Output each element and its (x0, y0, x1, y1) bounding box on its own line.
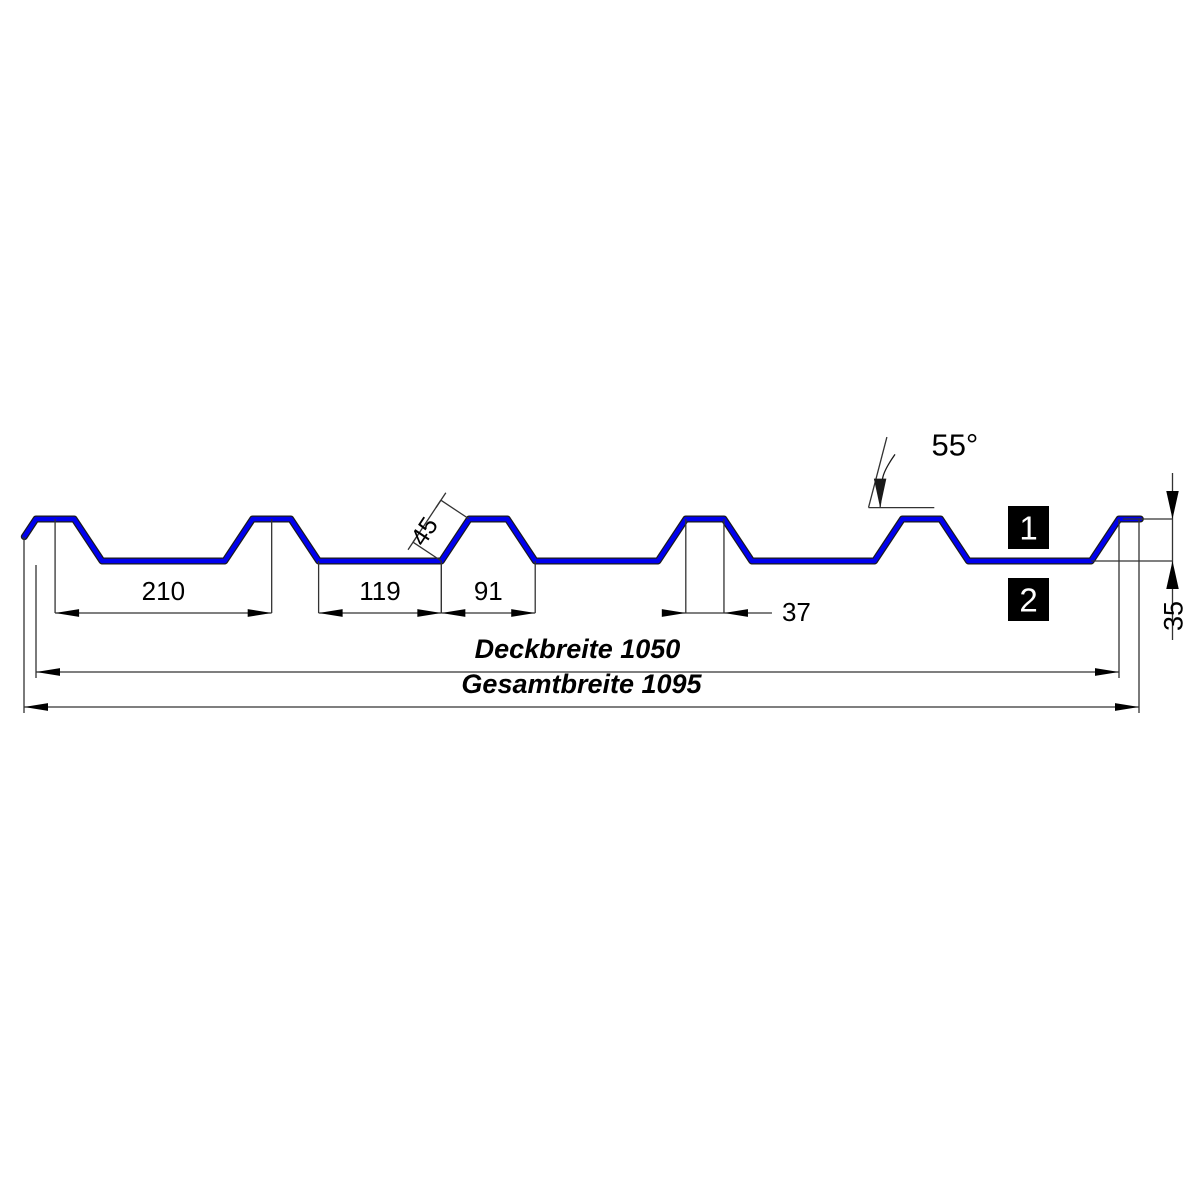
svg-text:91: 91 (474, 576, 503, 606)
svg-text:119: 119 (359, 576, 400, 606)
svg-text:35: 35 (1159, 601, 1189, 631)
svg-text:210: 210 (142, 576, 185, 606)
svg-text:Deckbreite 1050: Deckbreite 1050 (475, 634, 681, 664)
svg-text:2: 2 (1019, 582, 1037, 619)
svg-text:37: 37 (782, 597, 811, 627)
svg-text:Gesamtbreite 1095: Gesamtbreite 1095 (461, 669, 702, 699)
svg-text:55°: 55° (931, 428, 978, 463)
svg-text:1: 1 (1019, 510, 1037, 547)
